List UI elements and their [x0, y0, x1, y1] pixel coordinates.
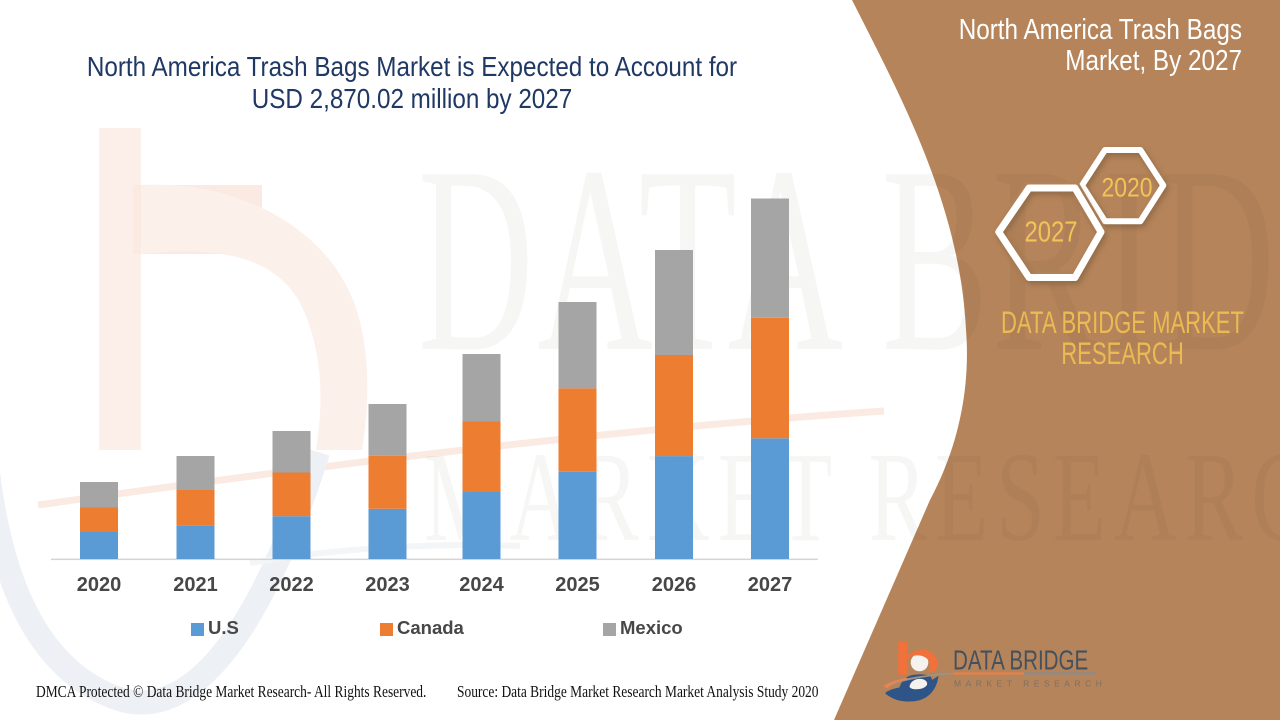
svg-text:2027: 2027: [1025, 217, 1078, 249]
svg-text:MARKET RESEARCH: MARKET RESEARCH: [424, 425, 1280, 568]
svg-text:DATA BRIDGE: DATA BRIDGE: [953, 645, 1088, 676]
svg-text:MARKET RESEARCH: MARKET RESEARCH: [954, 679, 1106, 689]
svg-text:2020: 2020: [1102, 173, 1153, 203]
